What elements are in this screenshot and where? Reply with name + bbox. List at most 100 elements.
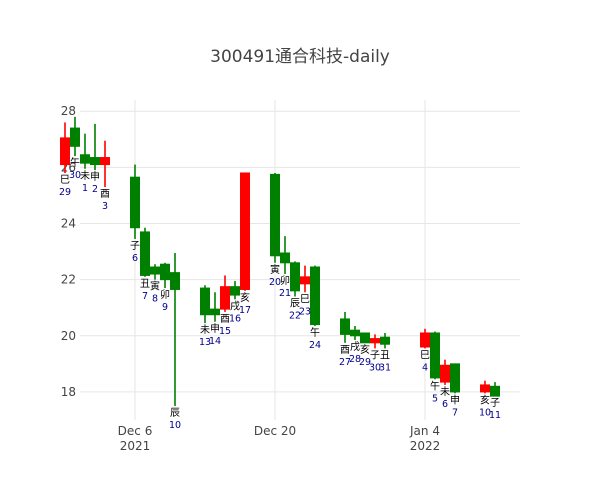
candle-body <box>200 287 210 316</box>
candle-body <box>480 384 490 393</box>
y-tick-label: 24 <box>61 217 76 231</box>
candle-branch-label: 酉 <box>100 189 110 200</box>
candle-body <box>340 318 350 335</box>
candle <box>80 133 90 169</box>
candle <box>290 261 300 297</box>
candle <box>70 116 80 157</box>
candle-branch-label: 子 <box>490 397 500 409</box>
candle-branch-label: 卯 <box>160 289 170 301</box>
candle-day-label: 4 <box>422 362 428 373</box>
candle <box>300 265 310 293</box>
x-tick-label: Dec 6 <box>118 424 153 438</box>
candle-body <box>60 137 70 166</box>
candle <box>90 123 100 171</box>
candle-day-label: 9 <box>162 302 168 313</box>
candle <box>220 275 230 312</box>
candle <box>350 325 360 340</box>
candle-body <box>420 332 430 348</box>
candle <box>480 380 490 394</box>
candle-body <box>140 231 150 276</box>
x-tick-year-label: 2021 <box>120 439 151 453</box>
candle-branch-label: 寅 <box>270 263 280 276</box>
candle <box>340 311 350 343</box>
candle-day-label: 24 <box>309 340 321 351</box>
candle <box>450 363 460 394</box>
candle-day-label: 8 <box>152 294 158 305</box>
candle-day-label: 28 <box>349 354 361 365</box>
candle-day-label: 22 <box>289 310 301 321</box>
grid-layer <box>80 100 520 420</box>
y-tick-label: 18 <box>61 385 76 399</box>
candle-branch-label: 子 <box>370 349 380 361</box>
candle-body <box>270 173 280 257</box>
candle-body <box>360 332 370 344</box>
candle <box>230 281 240 300</box>
candle-branch-label: 子 <box>130 240 140 252</box>
candle <box>150 264 160 280</box>
candle-day-label: 14 <box>209 336 221 347</box>
candle-branch-label: 丑 <box>380 350 390 361</box>
candle-day-label: 31 <box>379 362 391 373</box>
candle-branch-label: 巳 <box>300 293 310 305</box>
candle-body <box>490 385 500 397</box>
candle-body <box>350 329 360 337</box>
candle-body <box>370 338 380 344</box>
x-tick-label: Dec 20 <box>254 424 296 438</box>
candle <box>60 122 70 173</box>
candle-branch-label: 申 <box>90 170 100 183</box>
candle <box>140 227 150 277</box>
candle-day-label: 6 <box>442 399 448 410</box>
candle-branch-label: 巳 <box>60 174 70 186</box>
candle <box>490 382 500 397</box>
candle-body <box>100 157 110 166</box>
candle-body <box>80 154 90 164</box>
candle-branch-label: 亥 <box>480 393 490 406</box>
candle <box>280 236 290 275</box>
candle <box>310 265 320 326</box>
candle <box>380 332 390 349</box>
candle <box>270 172 280 263</box>
candle <box>200 285 210 324</box>
candle-day-label: 30 <box>369 362 381 373</box>
chart-title: 300491通合科技-daily <box>210 47 390 67</box>
candle <box>100 140 110 188</box>
candle-branch-label: 巳 <box>420 349 430 361</box>
candle-body <box>210 308 220 316</box>
candle <box>360 332 370 344</box>
y-tick-label: 28 <box>61 104 76 118</box>
candle <box>130 164 140 239</box>
candle-day-label: 23 <box>299 306 311 317</box>
candle-day-label: 5 <box>432 393 438 404</box>
candle-day-label: 7 <box>452 407 458 418</box>
candle-day-label: 29 <box>359 357 371 368</box>
candle-day-label: 29 <box>59 187 71 198</box>
candle-branch-label: 午 <box>70 156 80 169</box>
x-tick-label: Jan 4 <box>409 424 440 438</box>
x-tick-year-label: 2022 <box>410 439 441 453</box>
candle-branch-label: 申 <box>450 393 460 406</box>
candle-day-label: 6 <box>132 253 138 264</box>
candle-day-label: 21 <box>279 288 291 299</box>
candle-day-label: 7 <box>142 291 148 302</box>
candle-branch-label: 戌 <box>230 299 240 312</box>
candle-body <box>300 276 310 285</box>
candle-day-label: 27 <box>339 357 351 368</box>
candle-body <box>160 263 170 281</box>
candle <box>440 359 450 385</box>
candle <box>210 292 220 322</box>
candle-day-label: 10 <box>479 407 491 418</box>
candle-branch-label: 亥 <box>360 343 370 356</box>
candle-day-label: 16 <box>229 313 241 324</box>
candle-day-label: 11 <box>489 410 501 421</box>
candle-branch-label: 午 <box>430 379 440 392</box>
candle-day-label: 15 <box>219 326 231 337</box>
candle-body <box>240 172 250 290</box>
candle <box>160 262 170 289</box>
candle-layer <box>60 116 500 406</box>
candle-day-label: 30 <box>69 170 81 181</box>
candle-body <box>170 272 180 290</box>
candle-day-label: 2 <box>92 184 98 195</box>
candle-body <box>70 127 80 147</box>
